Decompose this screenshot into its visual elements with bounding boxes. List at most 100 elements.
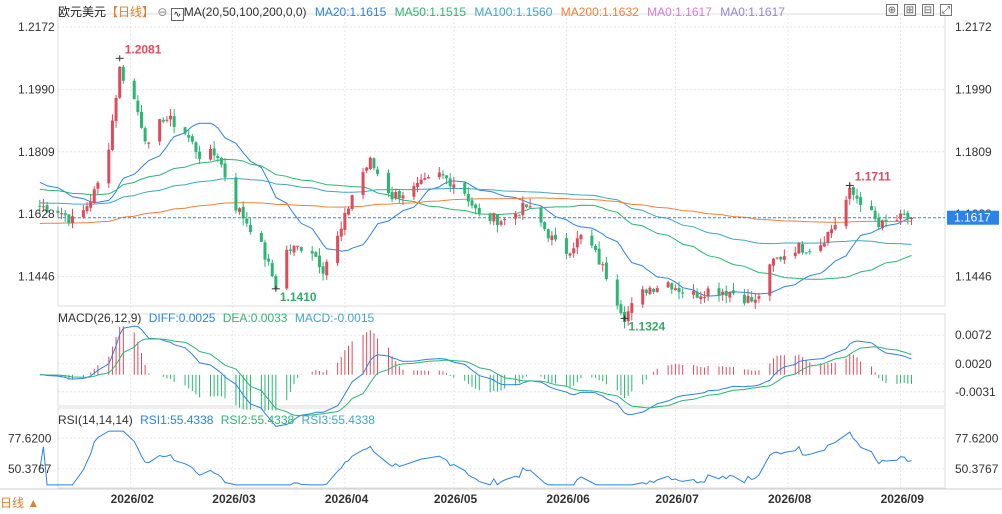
candle-body (187, 135, 191, 138)
candle-body (441, 174, 445, 176)
ma200-line (39, 197, 912, 225)
candle-body (895, 220, 899, 222)
candle-body (139, 111, 143, 128)
candle-body (721, 291, 725, 295)
candle-body (706, 288, 710, 296)
price-annotations: 1.2081 1.1410 1.1324 1.1711 (115, 42, 891, 333)
candle-body (492, 213, 496, 222)
panel-frame (57, 313, 946, 407)
candle-body (136, 100, 140, 113)
y-tick-left: 1.2172 (18, 20, 55, 34)
candle-body (248, 225, 252, 233)
candle-body (597, 248, 601, 265)
candle-body (92, 189, 96, 204)
macd-macd-value: MACD:-0.0015 (294, 311, 375, 325)
candle-body (339, 228, 343, 237)
y-tick-left: 1.1628 (18, 207, 55, 221)
macd-y-tick: 0.0020 (955, 357, 992, 371)
candle-body (550, 235, 554, 240)
rsi1-value: RSI1:55.4338 (140, 413, 214, 427)
candle-body (292, 245, 296, 253)
candle-body (474, 204, 478, 209)
y-tick-right: 1.1809 (955, 145, 992, 159)
candle-body (630, 303, 634, 313)
candle-body (554, 234, 558, 240)
settings-icon[interactable]: ⊖ (157, 5, 168, 19)
zoom-in-icon[interactable]: ⊞ (904, 4, 916, 16)
candle-body (692, 291, 696, 295)
candle-body (198, 151, 202, 159)
candle-body (194, 142, 198, 152)
candle-body (652, 288, 656, 292)
macd-dea-value: DEA:0.0033 (222, 311, 288, 325)
candle-body (267, 258, 271, 262)
candle-body (666, 282, 670, 288)
candle-body (70, 216, 74, 224)
candle-body (771, 258, 775, 266)
candle-body (343, 212, 347, 230)
panel-frame (57, 407, 946, 489)
ma-title: MA(20,50,100,200,0,0) (183, 5, 307, 19)
candle-body (499, 221, 503, 225)
candle-body (604, 262, 608, 280)
macd-y-tick: -0.0031 (955, 385, 996, 399)
candle-body (670, 283, 674, 290)
x-tick-label: 2026/02 (111, 492, 155, 506)
candle-body (801, 244, 805, 253)
candle-body (365, 167, 369, 171)
crosshair-icon[interactable]: ⊕ (886, 4, 898, 16)
candle-body (746, 296, 750, 303)
candle-body (437, 172, 441, 178)
extreme-label: 1.1324 (629, 319, 666, 333)
rsi-panel (39, 430, 912, 486)
candle-body (644, 289, 648, 294)
y-tick-right: 1.2172 (955, 20, 992, 34)
candle-body (314, 252, 318, 257)
candle-body (270, 263, 274, 277)
candle-body (503, 219, 507, 221)
candle-body (681, 292, 685, 294)
ma100-line (39, 178, 912, 245)
candle-body (568, 253, 572, 256)
candle-body (884, 219, 888, 222)
candle-body (466, 194, 470, 202)
period-toggle-button[interactable]: 日线 ▲ (0, 496, 40, 510)
candle-body (285, 249, 289, 289)
candle-body (782, 256, 786, 260)
candle-body (757, 296, 761, 299)
ma-indicator-icon[interactable]: ∿ (170, 8, 184, 21)
candle-body (89, 201, 93, 208)
candle-body (212, 148, 216, 156)
candle-body (416, 182, 420, 187)
candle-body (132, 80, 136, 100)
candle-body (223, 163, 227, 178)
candle-body (655, 288, 659, 292)
rsi-line (39, 430, 912, 486)
rsi-y-tick-right: 77.6200 (955, 431, 999, 445)
candle-body (855, 195, 859, 199)
candle-body (528, 206, 532, 208)
chart-header: 欧元美元【日线】 ⊖ ∿ MA(20,50,100,200,0,0) MA20:1… (58, 4, 785, 21)
candle-body (641, 289, 645, 305)
macd-title: MACD(26,12,9) (58, 311, 142, 325)
rsi3-value: RSI3:55.4338 (301, 413, 375, 427)
fullscreen-icon[interactable]: ⤢ (940, 4, 952, 16)
period-selector[interactable]: 【日线】 (106, 5, 155, 19)
last-price-tag (947, 210, 999, 225)
candle-body (390, 191, 394, 200)
moving-average-lines (39, 122, 945, 297)
zoom-out-icon[interactable]: ⊟ (922, 4, 934, 16)
candle-body (372, 158, 376, 169)
candle-body (626, 311, 630, 322)
rsi-y-tick-right: 50.3767 (955, 462, 999, 476)
candle-body (448, 178, 452, 187)
candle-body (517, 215, 521, 217)
y-tick-left: 1.1809 (18, 145, 55, 159)
candle-body (45, 205, 49, 213)
candle-body (793, 252, 797, 257)
macd-diff-value: DIFF:0.0025 (148, 311, 216, 325)
x-tick-label: 2026/07 (655, 492, 699, 506)
rsi-header: RSI(14,14,14) RSI1:55.4338 RSI2:55.4338 … (58, 412, 375, 428)
candle-body (299, 247, 303, 251)
